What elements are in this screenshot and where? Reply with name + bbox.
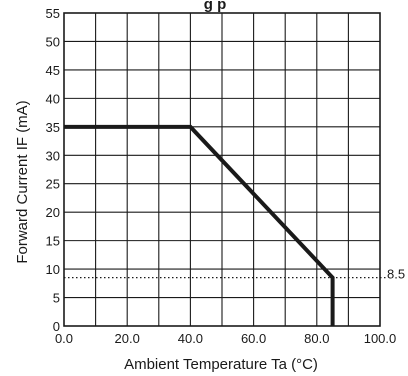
y-tick-label: 15: [46, 234, 60, 249]
y-tick-label: 30: [46, 148, 60, 163]
x-tick-label: 0.0: [55, 331, 73, 346]
plot-frame: [63, 12, 381, 327]
plot-border: [63, 12, 381, 327]
x-axis-title: Ambient Temperature Ta (°C): [124, 356, 318, 373]
chart-title-fragment: g p: [204, 0, 227, 13]
y-tick-label: 20: [46, 205, 60, 220]
y-tick-label: 5: [53, 291, 60, 306]
y-tick-label: 0: [53, 319, 60, 334]
x-tick-label: 60.0: [241, 331, 266, 346]
x-tick-labels: 0.0 20.0 40.0 60.0 80.0 100.0: [55, 331, 396, 346]
series-layer: [64, 124, 335, 326]
y-tick-label: 10: [46, 262, 60, 277]
x-tick-label: 40.0: [178, 331, 203, 346]
x-tick-label: 80.0: [304, 331, 329, 346]
y-tick-label: 50: [46, 34, 60, 49]
x-tick-label: 100.0: [364, 331, 397, 346]
derating-curve: [64, 124, 335, 326]
x-tick-label: 20.0: [115, 331, 140, 346]
grid: [64, 13, 380, 326]
y-tick-labels: 0 5 10 15 20 25 30 35 40 45 50 55: [46, 6, 60, 334]
y-tick-label: 45: [46, 63, 60, 78]
y-tick-label: 40: [46, 91, 60, 106]
y-tick-label: 25: [46, 177, 60, 192]
y-tick-label: 55: [46, 6, 60, 21]
reference-line-label: 8.5: [387, 267, 405, 282]
y-axis-title: Forward Current IF (mA): [14, 100, 31, 263]
y-tick-label: 35: [46, 120, 60, 135]
